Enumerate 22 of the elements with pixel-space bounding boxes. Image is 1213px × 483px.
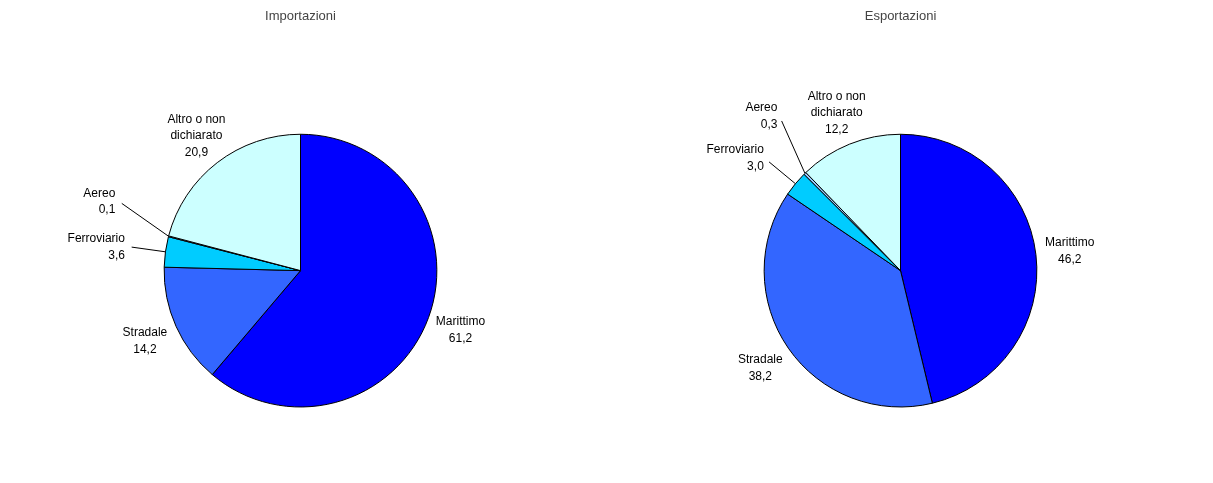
slice-label: Aereo <box>83 185 116 200</box>
slice-label: Aereo <box>745 100 778 115</box>
data-label: 46,2 <box>1058 251 1082 266</box>
chart-title: Esportazioni <box>864 7 937 23</box>
data-label: 12,2 <box>825 122 849 137</box>
data-label: 20,9 <box>184 145 209 160</box>
data-label: 0,1 <box>98 202 116 217</box>
data-label: 3,0 <box>747 158 765 173</box>
chart-title: Importazioni <box>265 7 337 23</box>
data-label: 3,6 <box>108 247 126 262</box>
slice-label: Stradale <box>737 352 784 367</box>
slice-label: Stradale <box>122 324 168 339</box>
slice-label: Altro o non dichiarato <box>167 111 226 143</box>
slice-label: Altro o non dichiarato <box>807 88 866 120</box>
slice-label: Marittimo <box>1045 235 1095 250</box>
slice-label: Ferroviario <box>67 230 126 245</box>
data-label: 0,3 <box>760 117 778 132</box>
data-label: 61,2 <box>448 330 473 345</box>
data-label: 38,2 <box>748 369 773 384</box>
slice-label: Ferroviario <box>706 142 765 157</box>
slice-label: Marittimo <box>435 314 486 329</box>
data-label: 14,2 <box>133 341 157 356</box>
